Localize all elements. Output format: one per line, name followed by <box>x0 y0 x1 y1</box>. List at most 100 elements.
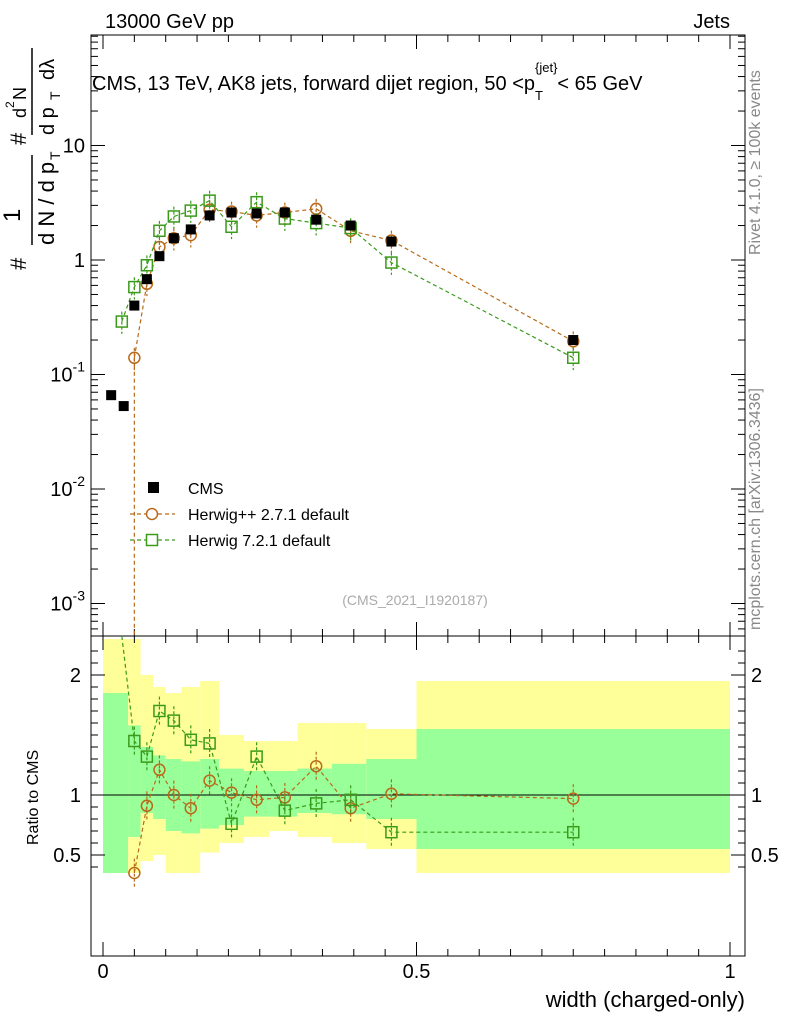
herwigpp-marker <box>140 799 154 813</box>
x-tick-label: 1 <box>724 961 735 983</box>
y-tick-label: 10-2 <box>50 473 85 501</box>
herwig7-marker <box>250 750 263 763</box>
herwig-7-2-1-default-line <box>121 199 574 359</box>
y-tick-label: 1 <box>74 250 85 272</box>
cms-data-point <box>118 401 129 412</box>
svg-text:T: T <box>47 91 63 100</box>
cms-data-point <box>106 390 117 401</box>
y-tick-label: 10 <box>63 136 85 158</box>
svg-text:T: T <box>47 151 63 160</box>
legend-herwig7-marker <box>145 533 159 547</box>
ratio-panel: 0 0.5 1 2 2 1 1 0.5 0.5 <box>53 635 779 983</box>
herwig7-marker <box>140 258 154 272</box>
x-tick-label: 0 <box>97 961 108 983</box>
herwig7-marker <box>184 204 198 217</box>
y-axis-label-ratio: Ratio to CMS <box>25 750 42 845</box>
ratio-y-tick-label-right: 2 <box>751 665 762 687</box>
legend: CMS Herwig++ 2.7.1 default Herwig 7.2.1 de… <box>130 481 350 550</box>
herwigpp-marker <box>250 793 263 807</box>
legend-label: Herwig 7.2.1 default <box>188 533 331 550</box>
green-band-bin <box>153 755 166 819</box>
herwigpp-marker <box>128 866 141 880</box>
herwigpp-marker <box>167 788 181 802</box>
legend-herwigpp-marker <box>145 507 159 521</box>
cms-data-point <box>226 207 237 218</box>
cms-data-point <box>279 207 290 218</box>
herwig7-marker <box>225 220 238 234</box>
cms-data-point <box>311 214 322 225</box>
herwig7-marker <box>567 351 580 365</box>
herwig7-marker <box>140 750 154 763</box>
cms-data-point <box>168 233 179 244</box>
herwig7-marker <box>385 256 398 269</box>
herwig7-marker <box>167 714 181 727</box>
herwigpp-marker <box>128 351 141 365</box>
green-band-bin <box>269 771 298 817</box>
svg-text:d: d <box>10 108 30 118</box>
ratio-y-tick-label: 0.5 <box>53 845 81 867</box>
main-panel: 10 1 10-1 10-2 10-3 <box>50 34 746 637</box>
svg-text:N: N <box>10 87 30 100</box>
ratio-frame <box>90 635 746 957</box>
legend-label: CMS <box>188 481 224 498</box>
x-axis-label: width (charged-only) <box>545 987 745 1012</box>
ratio-y-tick-label: 1 <box>70 785 81 807</box>
cms-data-point <box>154 251 165 262</box>
herwigpp-marker <box>184 801 198 815</box>
ratio-y-tick-label: 2 <box>70 665 81 687</box>
analysis-id: (CMS_2021_I1920187) <box>342 592 488 608</box>
herwig7-marker <box>167 210 181 223</box>
ratio-y-tick-label-right: 0.5 <box>751 845 779 867</box>
green-band-bin <box>416 729 730 849</box>
y-tick-label: 10-3 <box>50 588 85 616</box>
herwig7-marker <box>250 195 263 209</box>
cms-data-point <box>185 224 196 235</box>
green-band-bin <box>297 768 332 813</box>
herwig7-marker <box>115 315 129 328</box>
herwig7-marker <box>344 793 357 807</box>
header-energy: 13000 GeV pp <box>105 11 234 33</box>
herwig7-marker <box>153 704 166 718</box>
herwig7-marker <box>128 280 141 294</box>
herwig7-marker <box>128 734 141 748</box>
herwigpp-marker <box>153 763 166 777</box>
svg-text:1: 1 <box>0 209 26 222</box>
cms-data-point <box>251 208 262 219</box>
svg-text:#: # <box>6 132 31 145</box>
cms-data-point <box>386 236 397 247</box>
herwig7-marker <box>309 797 323 810</box>
svg-text:dλ: dλ <box>37 59 59 80</box>
herwig7-marker <box>225 817 238 831</box>
cms-data-point <box>568 335 579 346</box>
herwig7-marker <box>203 194 216 207</box>
herwig7-marker <box>278 804 292 817</box>
cms-data-point <box>129 300 140 311</box>
herwig-2-7-1-default-line <box>133 765 574 874</box>
svg-text:d N / d p: d N / d p <box>34 162 59 245</box>
cms-data-point <box>345 220 356 231</box>
cms-data-point <box>204 210 215 221</box>
x-tick-label: 0.5 <box>403 961 431 983</box>
herwig7-marker <box>567 825 580 839</box>
herwigpp-marker <box>203 774 216 787</box>
svg-text:2: 2 <box>3 101 17 108</box>
herwig-2-7-1-default-line <box>133 208 574 358</box>
svg-text:#: # <box>6 257 31 270</box>
legend-label: Herwig++ 2.7.1 default <box>188 507 350 524</box>
herwigpp-marker <box>225 786 238 799</box>
herwig7-marker <box>153 224 166 238</box>
y-axis-label-main: # 1 d N / d p T # d 2 N d p T dλ <box>0 48 63 270</box>
ratio-y-tick-label-right: 1 <box>751 785 762 807</box>
herwigpp-marker <box>385 787 398 801</box>
legend-cms-marker <box>148 482 159 493</box>
cms-data-point <box>141 274 152 285</box>
chart-title: CMS, 13 TeV, AK8 jets, forward dijet reg… <box>92 60 643 103</box>
green-band-bin <box>181 761 201 834</box>
green-band-bin <box>128 725 141 837</box>
herwigpp-marker <box>167 231 181 245</box>
y-tick-label: 10-1 <box>50 359 85 387</box>
mcplots-label: mcplots.cern.ch [arXiv:1306.3436] <box>747 388 764 630</box>
green-band-bin <box>103 693 129 873</box>
herwig7-marker <box>203 737 216 750</box>
